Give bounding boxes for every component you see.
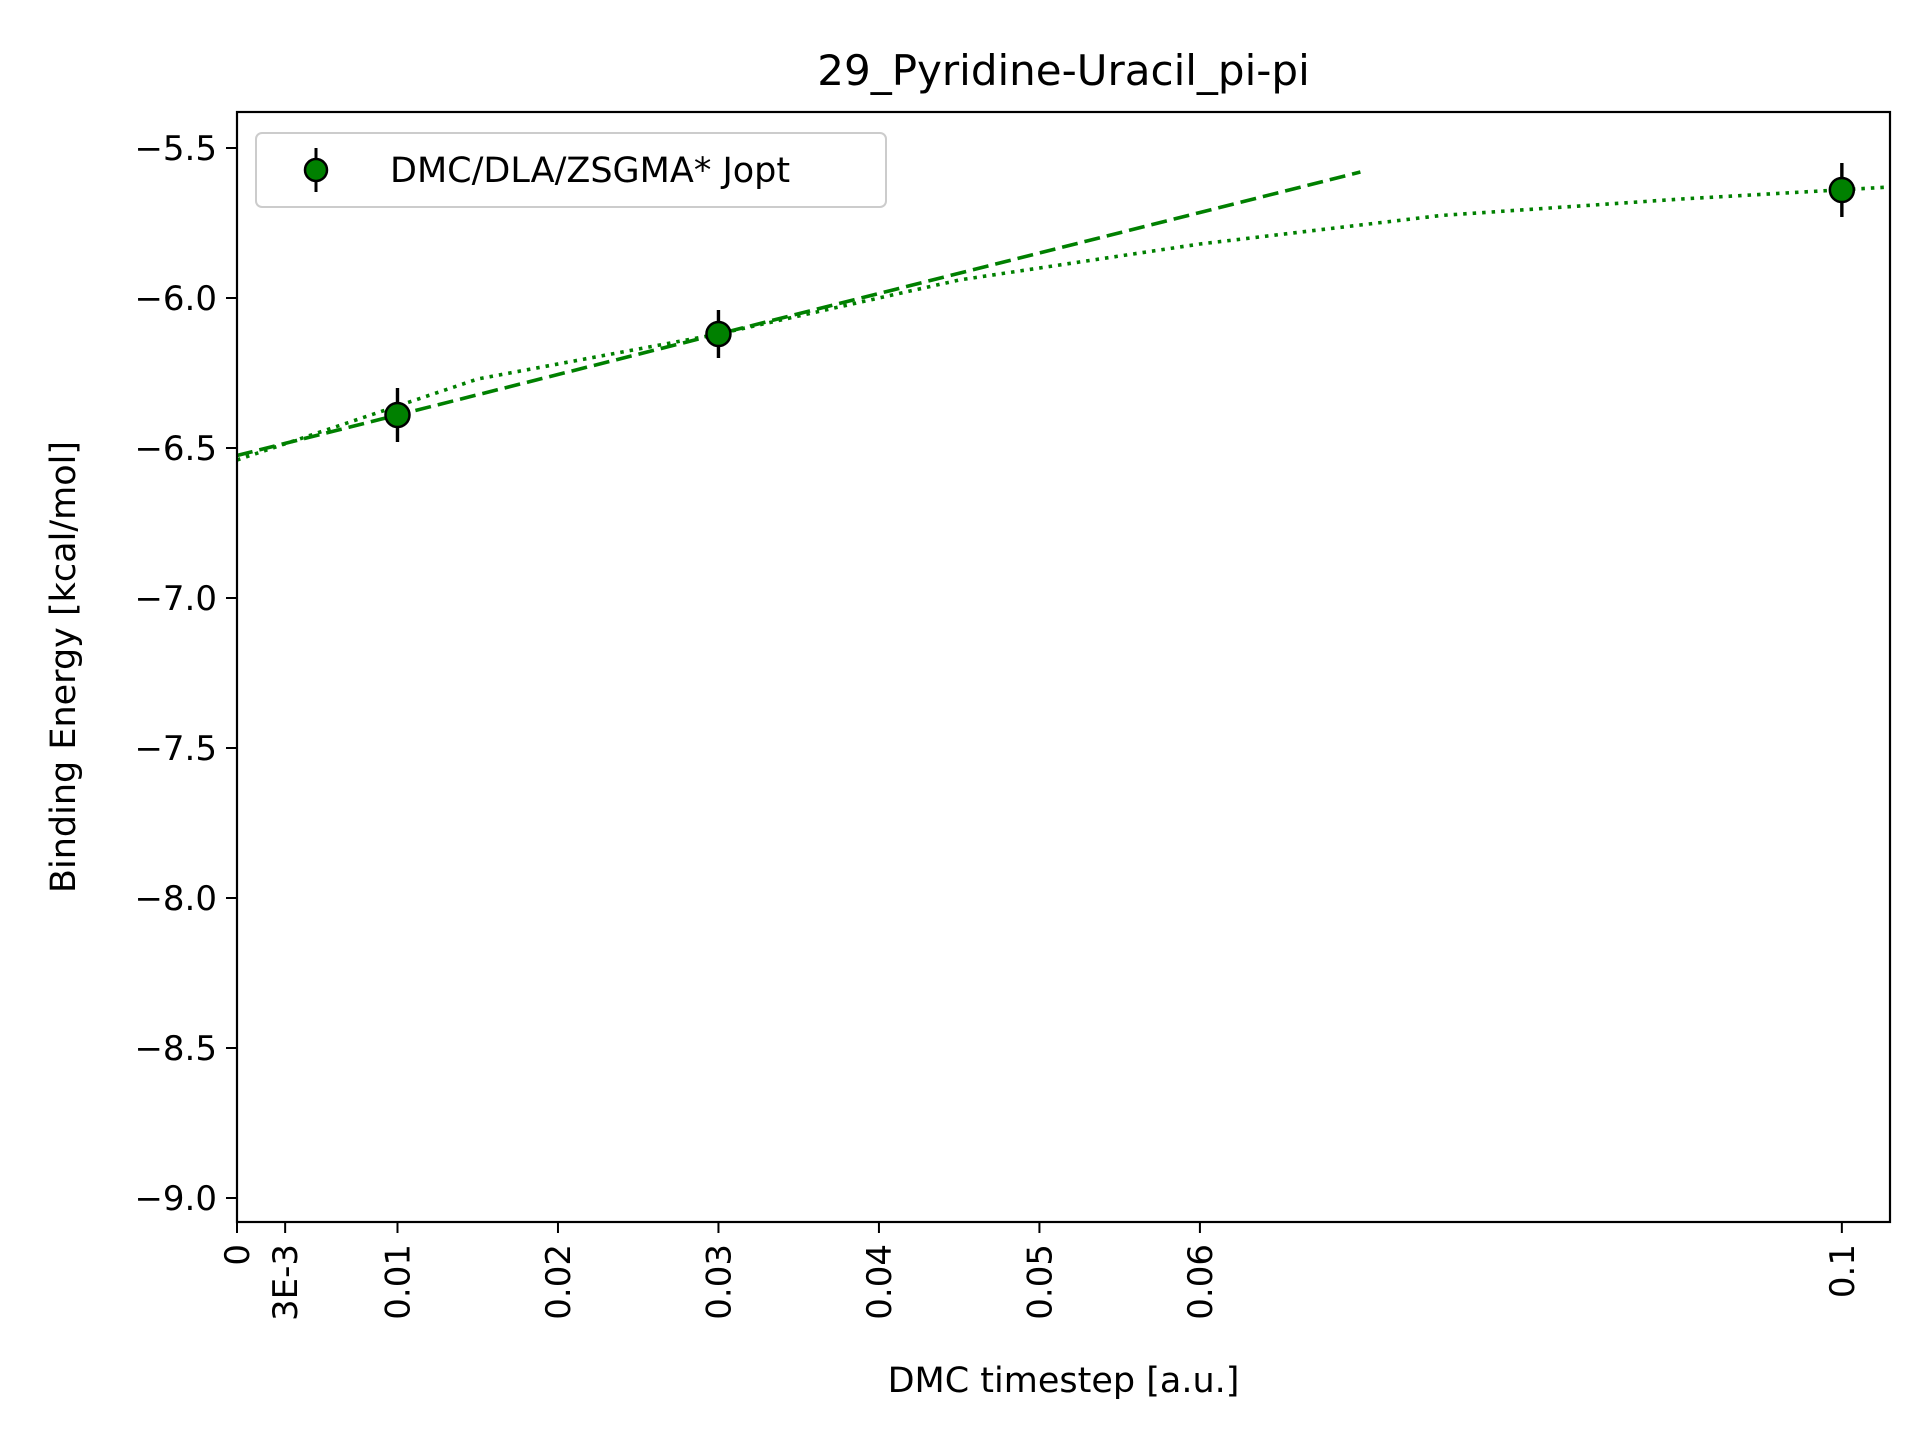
- point-marker: [705, 320, 732, 348]
- x-axis-label: DMC timestep [a.u.]: [888, 1361, 1240, 1401]
- legend-marker: [303, 157, 329, 183]
- fit-line-dashed: [237, 170, 1361, 458]
- legend-box: [255, 132, 887, 208]
- fit-lines: [237, 170, 1890, 462]
- point-marker: [1828, 176, 1856, 204]
- x-tick-label: 0: [218, 1244, 258, 1266]
- x-tick-label: 0.04: [860, 1244, 900, 1320]
- fit-line-dotted: [237, 185, 1890, 462]
- y-axis-label: Binding Energy [kcal/mol]: [44, 441, 84, 893]
- x-tick-label: 0.1: [1823, 1244, 1863, 1298]
- legend: DMC/DLA/ZSGMA* Jopt: [255, 132, 887, 208]
- chart-title: 29_Pyridine-Uracil_pi-pi: [817, 46, 1310, 95]
- y-tick-label: −7.5: [134, 729, 217, 769]
- y-tick-label: −5.5: [134, 129, 217, 169]
- x-tick-label: 0.02: [539, 1244, 579, 1320]
- y-tick-label: −8.0: [134, 879, 217, 919]
- y-tick-label: −7.0: [134, 579, 217, 619]
- x-ticks: 0 3E-3 0.01 0.02 0.03 0.04 0.05 0.06 0.1: [218, 1222, 1863, 1321]
- x-tick-label: 0.01: [378, 1244, 418, 1320]
- data-point: [384, 388, 411, 442]
- data-points: [384, 163, 1856, 442]
- y-ticks: −5.5 −6.0 −6.5 −7.0 −7.5 −8.0 −8.5 −9.0: [134, 129, 237, 1219]
- y-tick-label: −6.5: [134, 429, 217, 469]
- data-point: [705, 310, 732, 358]
- data-point: [1828, 163, 1856, 217]
- y-tick-label: −9.0: [134, 1179, 217, 1219]
- legend-label: DMC/DLA/ZSGMA* Jopt: [390, 151, 790, 191]
- x-tick-label: 0.05: [1020, 1244, 1060, 1320]
- x-tick-label: 3E-3: [266, 1244, 306, 1321]
- y-tick-label: −6.0: [134, 279, 217, 319]
- point-marker: [384, 401, 411, 429]
- x-tick-label: 0.06: [1181, 1244, 1221, 1320]
- x-tick-label: 0.03: [699, 1244, 739, 1320]
- y-tick-label: −8.5: [134, 1029, 217, 1069]
- plot-frame: [235, 110, 1892, 1224]
